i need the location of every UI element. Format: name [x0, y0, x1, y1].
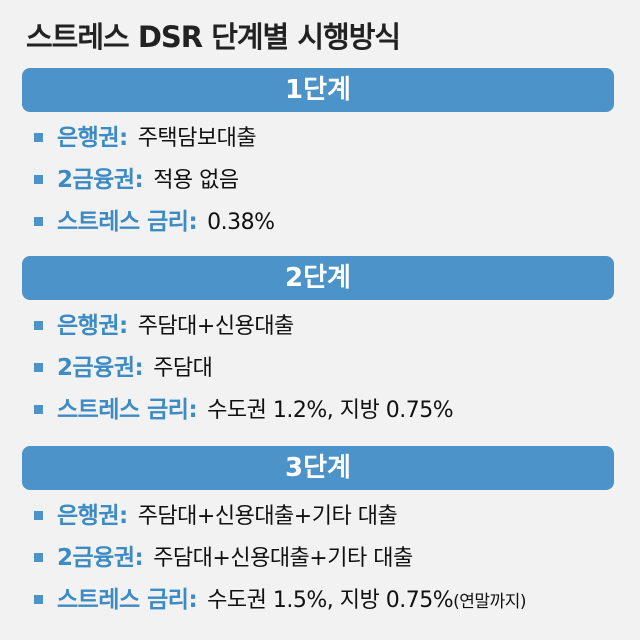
title: 스트레스 DSR 단계별 시행방식 — [26, 20, 401, 54]
item-label: 은행권: — [57, 503, 128, 529]
bullet — [34, 174, 43, 184]
item: 2금융권: 주담대+신용대출+기타 대출 — [34, 540, 413, 576]
bullet — [34, 404, 43, 414]
item-text: 주담대+신용대출 — [137, 314, 295, 339]
item-label: 은행권: — [57, 313, 128, 339]
item-text: 주택담보대출 — [137, 126, 257, 151]
item-label: 은행권: — [57, 125, 128, 151]
item-label: 스트레스 금리: — [57, 209, 198, 235]
item-label: 스트레스 금리: — [57, 397, 198, 423]
item-text: 수도권 1.5%, 지방 0.75% — [207, 588, 454, 613]
item-label: 2금융권: — [57, 355, 144, 381]
item-text: 적용 없음 — [153, 168, 239, 193]
item-text: 주담대+신용대출+기타 대출 — [153, 546, 413, 571]
item-note: (연말까지) — [453, 592, 526, 612]
bullet — [34, 132, 43, 142]
item-text: 수도권 1.2%, 지방 0.75% — [207, 398, 454, 423]
item: 스트레스 금리: 수도권 1.5%, 지방 0.75%(연말까지) — [34, 582, 526, 618]
bullet — [34, 320, 43, 330]
item-text: 주담대 — [153, 356, 213, 381]
item: 스트레스 금리: 0.38% — [34, 204, 275, 240]
item: 은행권: 주담대+신용대출+기타 대출 — [34, 498, 398, 534]
bullet — [34, 510, 43, 520]
bullet — [34, 594, 43, 604]
item: 은행권: 주담대+신용대출 — [34, 308, 294, 344]
item: 2금융권: 주담대 — [34, 350, 213, 386]
item-label: 2금융권: — [57, 167, 144, 193]
bullet — [34, 552, 43, 562]
item-label: 2금융권: — [57, 545, 144, 571]
item-label: 스트레스 금리: — [57, 587, 198, 613]
bullet — [34, 362, 43, 372]
item: 은행권: 주택담보대출 — [34, 120, 257, 156]
stage-header: 3단계 — [22, 446, 614, 490]
bullet — [34, 216, 43, 226]
item: 스트레스 금리: 수도권 1.2%, 지방 0.75% — [34, 392, 454, 428]
stage-header: 2단계 — [22, 256, 614, 300]
item: 2금융권: 적용 없음 — [34, 162, 239, 198]
item-text: 주담대+신용대출+기타 대출 — [137, 504, 398, 529]
item-text: 0.38% — [207, 210, 275, 235]
stage-header: 1단계 — [22, 68, 614, 112]
